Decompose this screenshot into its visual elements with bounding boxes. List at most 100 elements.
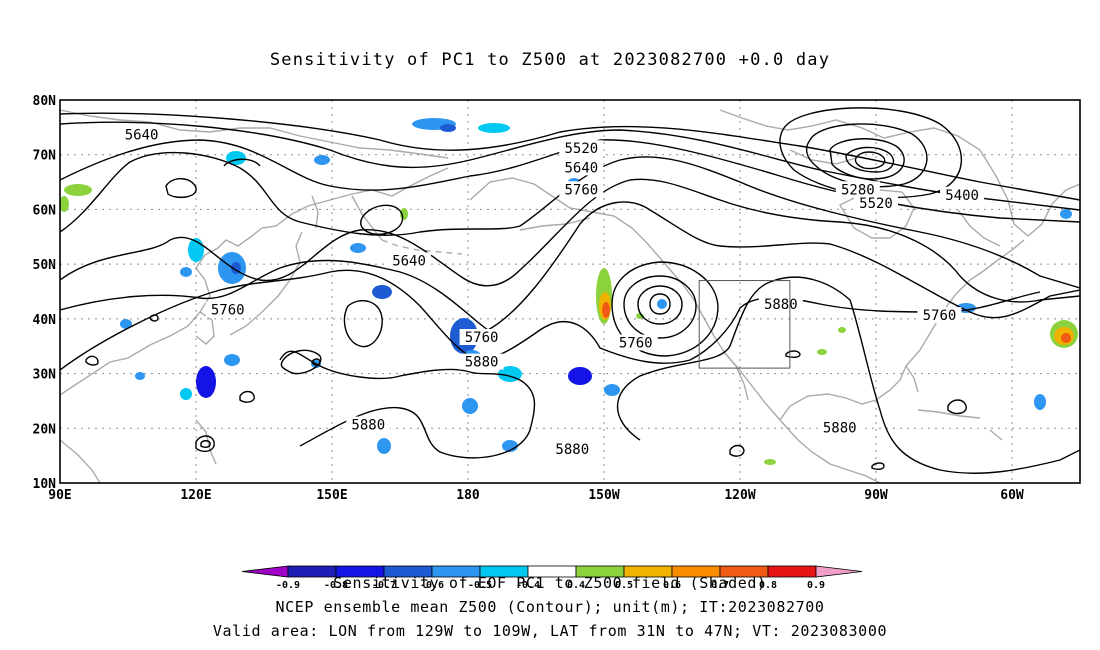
colorbar-tick-label: 0.5 xyxy=(615,580,633,591)
contour-label: 5880 xyxy=(351,418,385,434)
positive-shading xyxy=(400,208,408,220)
contour-label-bg xyxy=(559,181,604,198)
lon-tick-label: 60W xyxy=(1000,488,1024,503)
negative-shading xyxy=(1034,394,1046,410)
lat-tick-label: 30N xyxy=(33,368,57,383)
negative-shading xyxy=(377,438,391,454)
contour-label-bg xyxy=(346,416,391,433)
contour-label: 5400 xyxy=(945,188,979,204)
lat-tick-label: 10N xyxy=(33,477,57,492)
negative-shading xyxy=(180,267,192,277)
contour-label-bg xyxy=(940,186,985,203)
negative-shading xyxy=(180,388,192,400)
positive-shading xyxy=(1061,333,1071,343)
colorbar-tick-label: -0.4 xyxy=(516,580,540,591)
lon-tick-label: 120W xyxy=(724,488,755,503)
plot-title: Sensitivity of PC1 to Z500 at 2023082700… xyxy=(269,50,831,70)
contour-label: 5520 xyxy=(859,196,893,212)
lon-tick-label: 150W xyxy=(588,488,619,503)
lon-tick-label: 150E xyxy=(316,488,347,503)
lon-tick-label: 90W xyxy=(864,488,888,503)
positive-shading xyxy=(602,302,610,318)
caption-line-2: NCEP ensemble mean Z500 (Contour); unit(… xyxy=(275,598,825,616)
contour-label: 5880 xyxy=(465,355,499,371)
contour-label-bg xyxy=(459,353,504,370)
negative-shading xyxy=(372,285,392,299)
caption-line-1: Sensitivity of EOF PC1 to Z500 field (Sh… xyxy=(333,574,767,592)
contour-label-bg xyxy=(758,296,803,313)
contour-label-bg xyxy=(613,334,658,351)
negative-shading xyxy=(604,384,620,396)
contour-label-bg xyxy=(835,181,880,198)
contour-label: 5760 xyxy=(619,335,653,351)
lat-tick-label: 50N xyxy=(33,258,57,273)
caption-line-3: Valid area: LON from 129W to 109W, LAT f… xyxy=(212,622,888,640)
contour-label: 5280 xyxy=(841,182,875,198)
lat-tick-label: 20N xyxy=(33,422,57,437)
contour-label: 5880 xyxy=(555,442,589,458)
contour-label-bg xyxy=(917,307,962,324)
lon-tick-label: 120E xyxy=(180,488,211,503)
colorbar-tick-label: -0.5 xyxy=(468,580,492,591)
negative-shading xyxy=(1060,209,1072,219)
contour-label-bg xyxy=(459,329,504,346)
positive-shading xyxy=(817,349,827,355)
contour-label-bg xyxy=(387,252,432,269)
colorbar-tick-label: 0.9 xyxy=(807,580,825,591)
colorbar-right-triangle xyxy=(815,565,863,578)
valid-area-box xyxy=(698,280,791,369)
latitude-labels: 80N 70N 60N 50N 40N 30N 20N 10N xyxy=(33,94,57,492)
negative-shading xyxy=(120,319,132,329)
negative-shading xyxy=(502,440,518,452)
lat-tick-label: 40N xyxy=(33,313,57,328)
contour-label: 5640 xyxy=(564,160,598,176)
positive-shading xyxy=(764,459,776,465)
negative-shading xyxy=(135,372,145,380)
negative-shading xyxy=(462,398,478,414)
colorbar-tick-label: -0.8 xyxy=(324,580,348,591)
positive-shading xyxy=(838,327,846,333)
negative-shading xyxy=(440,124,456,132)
contour-label-bg xyxy=(205,301,250,318)
contour-label: 5640 xyxy=(125,128,159,144)
colorbar-tick-label: 0.4 xyxy=(567,580,585,591)
contour-label-bg xyxy=(119,126,164,143)
positive-shading xyxy=(636,313,644,319)
negative-shading xyxy=(568,367,592,385)
contour-label-bg xyxy=(550,441,595,458)
contour-label: 5520 xyxy=(564,141,598,157)
longitude-labels: 90E 120E 150E 180 150W 120W 90W 60W xyxy=(48,488,1024,503)
negative-shading xyxy=(350,243,366,253)
contour-label: 5760 xyxy=(465,330,499,346)
negative-shading xyxy=(314,155,330,165)
map-frame xyxy=(59,99,1081,484)
contour-label: 5640 xyxy=(392,253,426,269)
colorbar-tick-label: 0.8 xyxy=(759,580,777,591)
contour-label-bg xyxy=(817,419,862,436)
positive-shading xyxy=(64,184,92,196)
colorbar-tick-label: -0.6 xyxy=(420,580,444,591)
positive-shading xyxy=(60,196,69,212)
coastlines xyxy=(60,109,1080,483)
lat-tick-label: 70N xyxy=(33,149,57,164)
negative-shading xyxy=(478,123,510,133)
contour-label: 5760 xyxy=(564,182,598,198)
lat-tick-label: 60N xyxy=(33,203,57,218)
contour-label-bg xyxy=(559,140,604,157)
colorbar-tick-label: -0.9 xyxy=(276,580,300,591)
contour-label: 5880 xyxy=(823,420,857,436)
negative-shading xyxy=(224,354,240,366)
contour-label: 5760 xyxy=(211,303,245,319)
lon-tick-label: 90E xyxy=(48,488,71,503)
negative-shading xyxy=(657,299,667,309)
colorbar-tick-label: 0.6 xyxy=(663,580,681,591)
contour-label: 5880 xyxy=(764,297,798,313)
contour-label: 5760 xyxy=(923,308,957,324)
lat-tick-label: 80N xyxy=(33,94,57,109)
lon-tick-label: 180 xyxy=(456,488,480,503)
contour-label-bg xyxy=(559,159,604,176)
colorbar-tick-label: -0.7 xyxy=(372,580,396,591)
negative-shading xyxy=(196,366,216,398)
contour-label-bg xyxy=(854,194,898,211)
